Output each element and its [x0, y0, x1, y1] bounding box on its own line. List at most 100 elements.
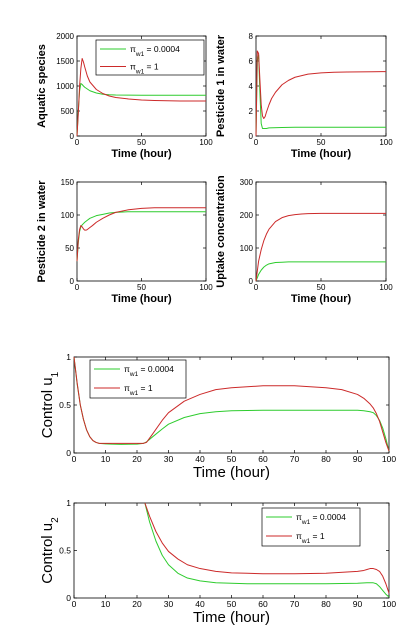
x-tick-label: 0 [75, 138, 80, 147]
x-tick-label: 50 [227, 599, 237, 609]
series-line-2 [76, 58, 206, 137]
y-tick-label: 0 [66, 448, 71, 458]
y-axis-label: Control u1 [39, 371, 61, 438]
legend-box [89, 359, 187, 399]
x-tick-label: 100 [382, 599, 396, 609]
y-tick-label: 0 [70, 277, 75, 286]
y-tick-label: 2 [249, 107, 254, 116]
y-tick-label: 0 [249, 132, 254, 141]
x-axis-label: Time (hour) [291, 148, 352, 160]
y-axis-label-subscript: 2 [50, 517, 61, 523]
y-axis-label: Pesticide 1 in water [215, 34, 227, 137]
series-line-1 [76, 83, 206, 137]
y-axis-label-subscript: 1 [50, 371, 61, 377]
x-tick-label: 30 [164, 599, 174, 609]
legend: πw1 = 0.0004 πw1 = 1 [261, 507, 361, 547]
legend: πw1 = 0.0004 πw1 = 1 [95, 39, 205, 76]
legend-label-1: πw1 = 0.0004 [130, 44, 180, 58]
plot-area [255, 35, 387, 137]
y-tick-label: 500 [61, 107, 75, 116]
series-line-1 [76, 211, 206, 262]
y-axis-label: Pesticide 2 in water [36, 180, 48, 283]
y-tick-label: 300 [240, 178, 254, 187]
x-tick-label: 50 [317, 138, 326, 147]
x-tick-label: 40 [195, 454, 205, 464]
y-tick-label: 1 [66, 352, 71, 362]
x-tick-label: 100 [379, 283, 393, 292]
y-axis-label: Uptake concentration [215, 175, 227, 288]
x-axis-label: Time (hour) [193, 609, 270, 626]
y-axis-label: Aquatic species [36, 44, 48, 128]
series-line-1 [255, 261, 386, 282]
x-tick-label: 20 [132, 599, 142, 609]
legend-label-1: πw1 = 0.0004 [124, 364, 174, 378]
y-tick-label: 6 [249, 57, 254, 66]
series-line-2 [144, 502, 390, 594]
x-tick-label: 90 [353, 599, 363, 609]
x-tick-label: 50 [137, 138, 146, 147]
chart-6: 0 10 20 30 40 50 60 70 80 90 100 0 0.5 1 Time (hour) Co… [39, 498, 396, 626]
x-tick-label: 50 [227, 454, 237, 464]
series-line-2 [76, 207, 206, 262]
plot-area [255, 181, 387, 282]
x-tick-label: 100 [199, 138, 213, 147]
x-tick-label: 70 [290, 599, 300, 609]
x-axis-label: Time (hour) [111, 293, 172, 305]
y-tick-label: 4 [249, 82, 254, 91]
y-tick-label: 0 [66, 593, 71, 603]
chart-2: 0 50 100 0 2 4 6 8 Time (hour) Pesticide 1 in wat… [215, 32, 393, 160]
x-axis-label: Time (hour) [291, 293, 352, 305]
legend-label-2: πw1 = 1 [124, 383, 153, 397]
x-tick-label: 60 [258, 454, 268, 464]
x-tick-label: 50 [317, 283, 326, 292]
legend: πw1 = 0.0004 πw1 = 1 [89, 359, 187, 399]
x-tick-label: 0 [75, 283, 80, 292]
y-tick-label: 200 [240, 211, 254, 220]
legend-label-1: πw1 = 0.0004 [296, 512, 346, 526]
y-tick-label: 1500 [56, 57, 74, 66]
x-tick-label: 80 [321, 454, 331, 464]
y-tick-label: 1 [66, 498, 71, 508]
series-line-2 [255, 50, 387, 137]
y-tick-label: 0.5 [59, 400, 71, 410]
y-tick-label: 1000 [56, 82, 74, 91]
x-tick-label: 70 [290, 454, 300, 464]
x-tick-label: 100 [199, 283, 213, 292]
x-tick-label: 10 [101, 599, 111, 609]
x-tick-label: 100 [379, 138, 393, 147]
x-tick-label: 90 [353, 454, 363, 464]
series-line-1 [144, 502, 390, 598]
series-line-2 [255, 212, 386, 282]
legend-box [95, 39, 205, 76]
plot-area [76, 181, 207, 282]
legend-label-2: πw1 = 1 [296, 531, 325, 545]
y-tick-label: 50 [65, 244, 74, 253]
y-tick-label: 100 [61, 211, 75, 220]
x-tick-label: 10 [101, 454, 111, 464]
y-tick-label: 8 [249, 32, 254, 41]
x-tick-label: 20 [132, 454, 142, 464]
x-tick-label: 30 [164, 454, 174, 464]
y-tick-label: 0 [70, 132, 75, 141]
x-tick-label: 0 [72, 599, 77, 609]
x-tick-label: 40 [195, 599, 205, 609]
legend-box [261, 507, 361, 547]
x-tick-label: 100 [382, 454, 396, 464]
chart-5: 0 10 20 30 40 50 60 70 80 90 100 0 0.5 1 Time (hour) Co… [39, 352, 396, 481]
x-tick-label: 0 [254, 138, 259, 147]
chart-3: 0 50 100 0 50 100 150 Time (hour) Pesticide 2 in… [36, 178, 213, 305]
x-tick-label: 0 [72, 454, 77, 464]
legend-label-2: πw1 = 1 [130, 62, 159, 76]
x-tick-label: 80 [321, 599, 331, 609]
x-tick-label: 0 [254, 283, 259, 292]
series-line-2 [73, 356, 390, 452]
y-tick-label: 100 [240, 244, 254, 253]
x-tick-label: 50 [137, 283, 146, 292]
y-tick-label: 0.5 [59, 546, 71, 556]
x-tick-label: 60 [258, 599, 268, 609]
chart-4: 0 50 100 0 100 200 300 Time (hour) Uptake concen… [215, 175, 393, 305]
y-tick-label: 0 [249, 277, 254, 286]
y-tick-label: 150 [61, 178, 75, 187]
